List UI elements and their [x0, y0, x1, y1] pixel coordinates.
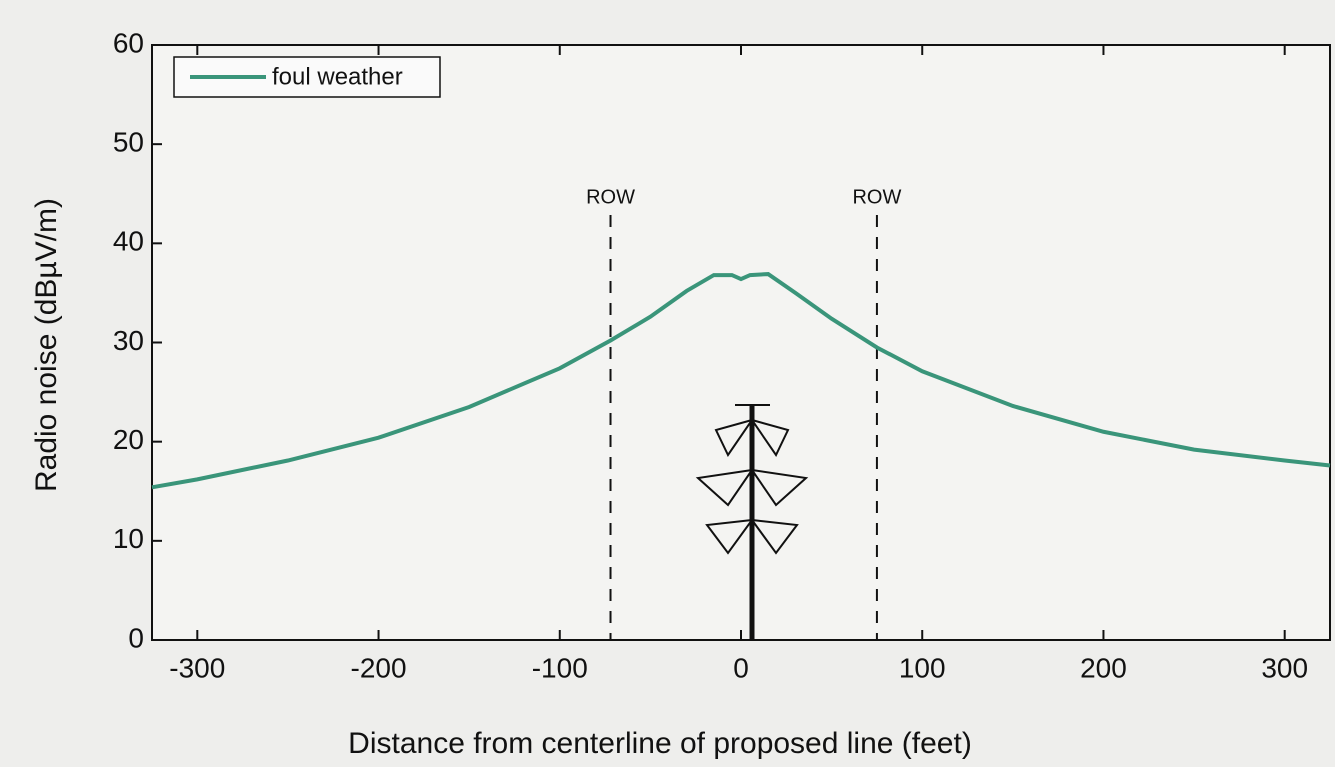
y-tick-label: 10	[113, 523, 144, 554]
y-tick-label: 0	[128, 622, 144, 653]
tower-icon	[695, 404, 809, 640]
x-tick-label: -200	[351, 652, 407, 683]
x-tick-label: 300	[1261, 652, 1308, 683]
x-tick-label: 0	[733, 652, 749, 683]
x-tick-label: 100	[899, 652, 946, 683]
y-tick-label: 20	[113, 424, 144, 455]
y-tick-label: 40	[113, 226, 144, 257]
y-tick-label: 30	[113, 325, 144, 356]
x-tick-label: -100	[532, 652, 588, 683]
plot-area	[151, 44, 1331, 641]
x-tick-label: 200	[1080, 652, 1127, 683]
row-label: ROW	[586, 186, 635, 208]
legend-label: foul weather	[272, 63, 403, 90]
x-axis-label: Distance from centerline of proposed lin…	[348, 727, 972, 760]
legend-box	[173, 56, 441, 98]
y-tick-label: 60	[113, 27, 144, 58]
y-tick-label: 50	[113, 127, 144, 158]
row-label: ROW	[852, 186, 901, 208]
x-tick-label: -300	[169, 652, 225, 683]
y-axis-label: Radio noise (dBµV/m)	[30, 198, 63, 492]
line	[151, 272, 1331, 490]
